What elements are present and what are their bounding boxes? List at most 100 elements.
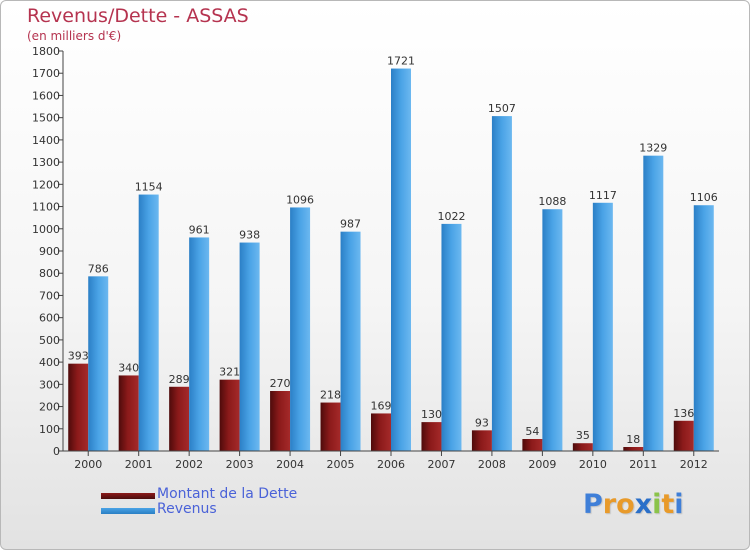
revenue-value-label: 786: [88, 262, 109, 275]
debt-value-label: 130: [421, 408, 442, 421]
revenue-bar: [290, 207, 311, 451]
y-tick-label: 200: [39, 401, 60, 414]
y-tick-label: 600: [39, 312, 60, 325]
logo-letter: i: [652, 489, 662, 520]
revenue-value-label: 1721: [387, 55, 415, 68]
revenue-value-label: 938: [239, 229, 260, 242]
debt-bar: [572, 443, 593, 451]
logo-letter: r: [602, 489, 617, 520]
debt-value-label: 340: [118, 361, 139, 374]
y-tick-label: 1100: [32, 201, 60, 214]
debt-bar: [68, 363, 89, 451]
revenue-bar: [542, 209, 563, 451]
debt-value-label: 289: [169, 373, 190, 386]
y-tick-label: 1400: [32, 134, 60, 147]
debt-value-label: 35: [576, 429, 590, 442]
logo-letter: o: [616, 489, 635, 520]
revenue-bar: [88, 276, 109, 451]
revenue-value-label: 1106: [690, 191, 718, 204]
x-tick-label: 2009: [528, 458, 556, 471]
revenue-value-label: 1022: [437, 210, 465, 223]
y-tick-label: 0: [53, 445, 60, 458]
debt-bar: [169, 386, 190, 451]
revenue-bar: [239, 242, 260, 451]
y-tick-label: 300: [39, 378, 60, 391]
revenue-value-label: 1117: [589, 189, 617, 202]
legend-swatch-revenue: [101, 508, 155, 514]
y-tick-label: 900: [39, 245, 60, 258]
debt-bar: [118, 375, 139, 451]
logo-letter: t: [661, 489, 675, 520]
x-tick-label: 2006: [377, 458, 405, 471]
x-tick-label: 2011: [629, 458, 657, 471]
revenue-value-label: 961: [189, 223, 210, 236]
logo-letter: i: [674, 489, 684, 520]
proxiti-logo: Proxiti: [583, 489, 684, 520]
legend-swatch-debt: [101, 493, 155, 499]
revenue-bar: [138, 194, 159, 452]
debt-value-label: 218: [320, 389, 341, 402]
y-tick-label: 100: [39, 423, 60, 436]
y-tick-label: 700: [39, 289, 60, 302]
y-tick-label: 1600: [32, 89, 60, 102]
x-tick-label: 2003: [226, 458, 254, 471]
debt-bar: [270, 391, 291, 451]
chart-title: Revenus/Dette - ASSAS: [27, 5, 249, 27]
debt-value-label: 321: [219, 366, 240, 379]
x-tick-label: 2010: [579, 458, 607, 471]
logo-letter: P: [583, 489, 603, 520]
revenue-bar: [491, 116, 512, 451]
revenue-bar: [189, 237, 210, 451]
y-tick-label: 1200: [32, 178, 60, 191]
debt-value-label: 393: [68, 350, 89, 363]
legend-label-debt: Montant de la Dette: [157, 486, 298, 502]
revenue-bar: [643, 155, 664, 451]
y-tick-label: 400: [39, 356, 60, 369]
y-tick-label: 1000: [32, 223, 60, 236]
legend-label-revenue: Revenus: [157, 501, 217, 517]
x-tick-label: 2005: [327, 458, 355, 471]
revenue-bar: [592, 202, 613, 451]
plot-area: 0 100 200 300 400 500 600 700 800 900 1000 1100 1200…: [32, 45, 719, 471]
x-tick-label: 2002: [175, 458, 203, 471]
debt-bar: [623, 447, 644, 451]
y-tick-label: 800: [39, 267, 60, 280]
y-tick-label: 1700: [32, 67, 60, 80]
revenue-bar: [693, 205, 714, 451]
debt-value-label: 18: [626, 433, 640, 446]
logo-letter: x: [634, 489, 653, 520]
revenue-bar: [441, 223, 462, 451]
revenue-value-label: 1088: [538, 195, 566, 208]
debt-value-label: 136: [673, 407, 694, 420]
revenue-bar: [340, 231, 361, 451]
revenue-bar: [391, 68, 411, 452]
debt-bar: [421, 422, 442, 451]
debt-value-label: 169: [371, 399, 392, 412]
revenue-value-label: 1154: [135, 181, 163, 194]
debt-value-label: 54: [525, 425, 539, 438]
revenue-value-label: 1329: [639, 142, 667, 155]
x-tick-label: 2007: [427, 458, 455, 471]
x-tick-label: 2001: [125, 458, 153, 471]
y-tick-label: 1300: [32, 156, 60, 169]
x-tick-label: 2008: [478, 458, 506, 471]
debt-bar: [371, 413, 391, 451]
debt-bar: [320, 402, 341, 451]
y-tick-label: 500: [39, 334, 60, 347]
debt-bar: [219, 379, 240, 451]
chart-subtitle: (en milliers d'€): [27, 29, 122, 43]
y-tick-label: 1500: [32, 112, 60, 125]
revenue-value-label: 987: [340, 218, 361, 231]
debt-value-label: 270: [270, 377, 291, 390]
x-tick-label: 2004: [276, 458, 304, 471]
revenue-value-label: 1096: [286, 193, 314, 206]
debt-value-label: 93: [475, 416, 489, 429]
y-tick-label: 1800: [32, 45, 60, 58]
x-tick-label: 2012: [680, 458, 708, 471]
debt-bar: [522, 439, 543, 451]
x-tick-label: 2000: [74, 458, 102, 471]
revenue-value-label: 1507: [488, 102, 516, 115]
debt-bar: [471, 430, 492, 451]
debt-bar: [673, 420, 694, 451]
